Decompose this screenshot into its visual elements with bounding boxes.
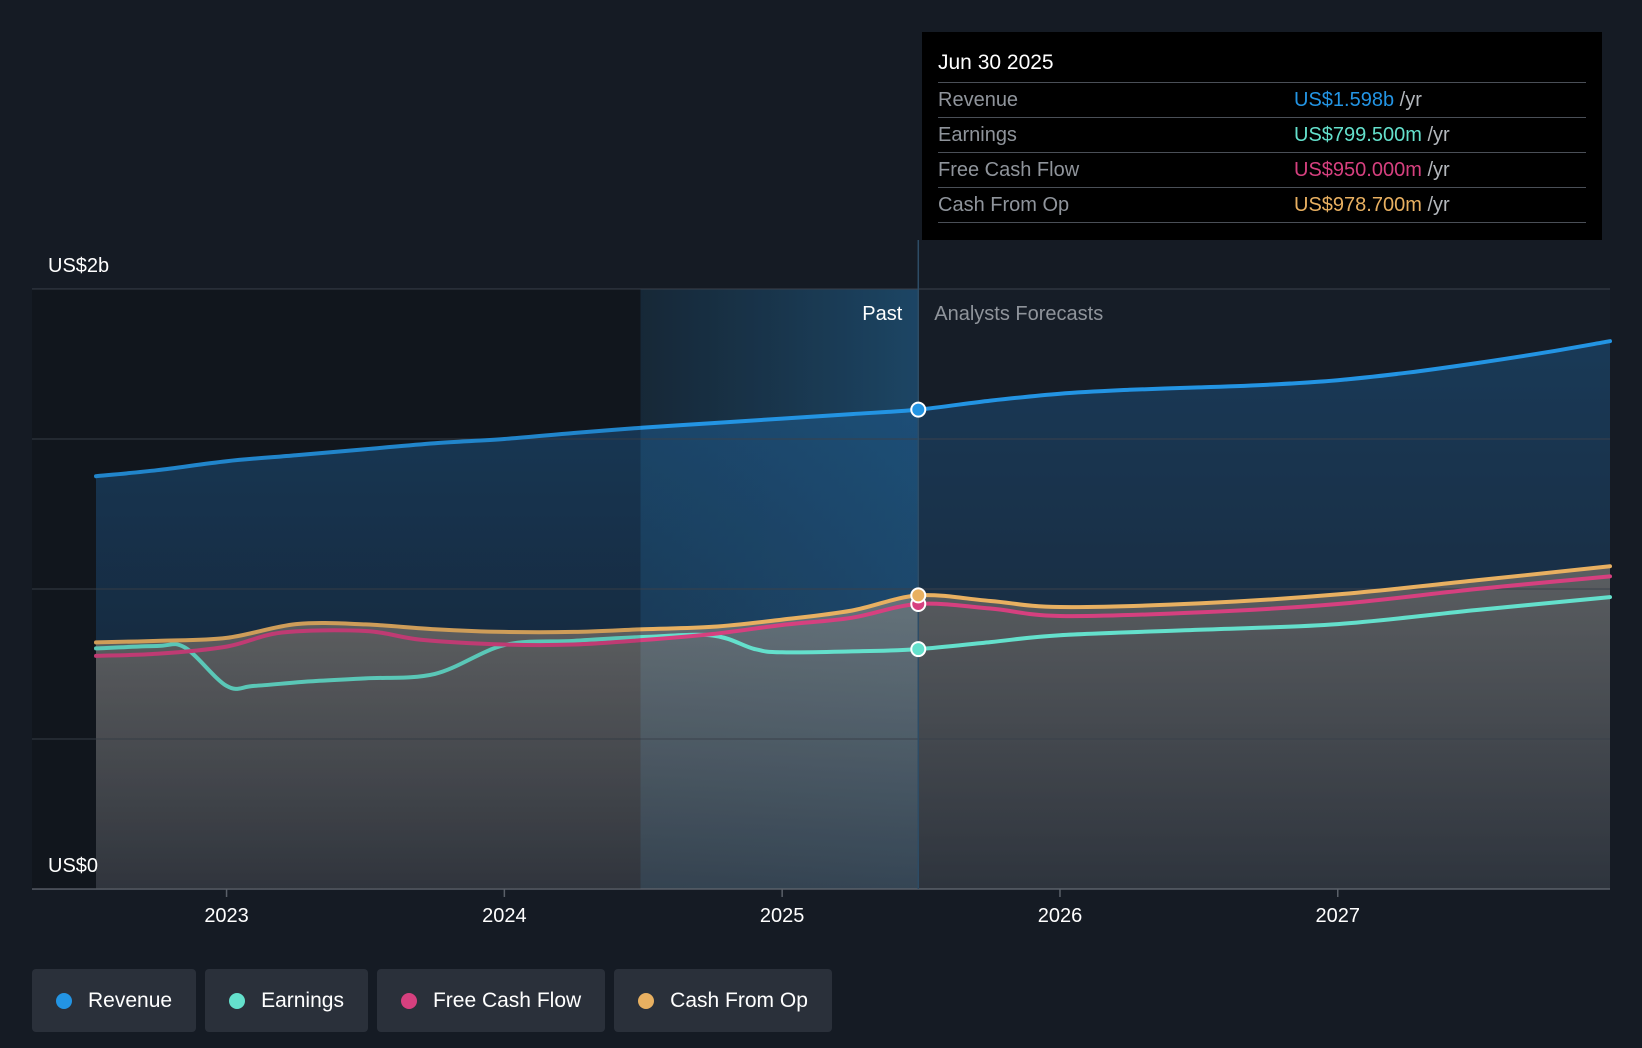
legend-dot-icon (56, 992, 72, 1009)
past-label: Past (862, 303, 902, 325)
legend-item-cash-from-op[interactable]: Cash From Op (614, 969, 832, 1032)
tooltip-row-revenue: Revenue US$1.598b /yr (938, 83, 1586, 118)
tooltip-row-free-cash-flow: Free Cash Flow US$950.000m /yr (938, 153, 1586, 188)
tooltip-value: US$1.598b /yr (1294, 83, 1422, 117)
tooltip-row-cash-from-op: Cash From Op US$978.700m /yr (938, 188, 1586, 223)
chart-plot: 2023 2024 2025 2026 2027 US$2b US$0 Past Analyst… (32, 240, 1612, 927)
legend-dot-icon (400, 992, 417, 1009)
tooltip-unit: /yr (1427, 124, 1450, 146)
y-axis-top-label: US$2b (48, 255, 109, 277)
tooltip-unit: /yr (1399, 89, 1422, 111)
legend-label: Earnings (261, 988, 344, 1012)
x-tick-label: 2027 (1316, 905, 1361, 927)
tooltip-amount: US$799.500m (1294, 124, 1422, 146)
tooltip-row-earnings: Earnings US$799.500m /yr (938, 118, 1586, 153)
revenue-line (94, 339, 1612, 479)
tooltip-label: Free Cash Flow (938, 159, 1080, 181)
legend-item-free-cash-flow[interactable]: Free Cash Flow (376, 969, 606, 1032)
x-tick-label: 2023 (204, 905, 249, 927)
tooltip-label: Revenue (938, 89, 1019, 111)
past-dim (32, 289, 641, 889)
tooltip-amount: US$978.700m (1294, 194, 1422, 216)
legend-dot-icon (638, 992, 655, 1009)
tooltip-unit: /yr (1427, 159, 1450, 181)
legend-dot-icon (229, 992, 246, 1009)
tooltip-date: Jun 30 2025 (938, 46, 1586, 83)
free-cash-flow-line (94, 574, 1612, 658)
tooltip-value: US$978.700m /yr (1294, 188, 1450, 222)
y-axis-bottom-label: US$0 (48, 855, 98, 877)
tooltip-amount: US$950.000m (1294, 159, 1422, 181)
tooltip-value: US$950.000m /yr (1294, 153, 1450, 187)
legend-label: Cash From Op (670, 988, 808, 1012)
forecast-label: Analysts Forecasts (934, 303, 1103, 325)
earnings-line (94, 595, 1612, 691)
legend-item-revenue[interactable]: Revenue (32, 969, 197, 1032)
x-tick-label: 2024 (482, 905, 527, 927)
legend-label: Free Cash Flow (432, 988, 582, 1012)
earnings-marker (910, 641, 927, 658)
tooltip-value: US$799.500m /yr (1294, 118, 1450, 152)
tooltip: Jun 30 2025 Revenue US$1.598b /yr Earnin… (922, 32, 1602, 240)
cash-from-op-area (96, 566, 1610, 889)
x-tick-label: 2026 (1038, 905, 1083, 927)
cash-from-op-marker (910, 587, 927, 604)
legend: Revenue Earnings Free Cash Flow Cash Fro… (32, 969, 832, 1032)
legend-label: Revenue (88, 988, 173, 1012)
cash-from-op-line (94, 564, 1612, 645)
tooltip-unit: /yr (1427, 194, 1450, 216)
revenue-marker (910, 401, 927, 418)
tooltip-amount: US$1.598b (1294, 89, 1395, 111)
legend-item-earnings[interactable]: Earnings (205, 969, 368, 1032)
x-tick-label: 2025 (760, 905, 805, 927)
tooltip-label: Cash From Op (938, 194, 1070, 216)
tooltip-label: Earnings (938, 124, 1017, 146)
